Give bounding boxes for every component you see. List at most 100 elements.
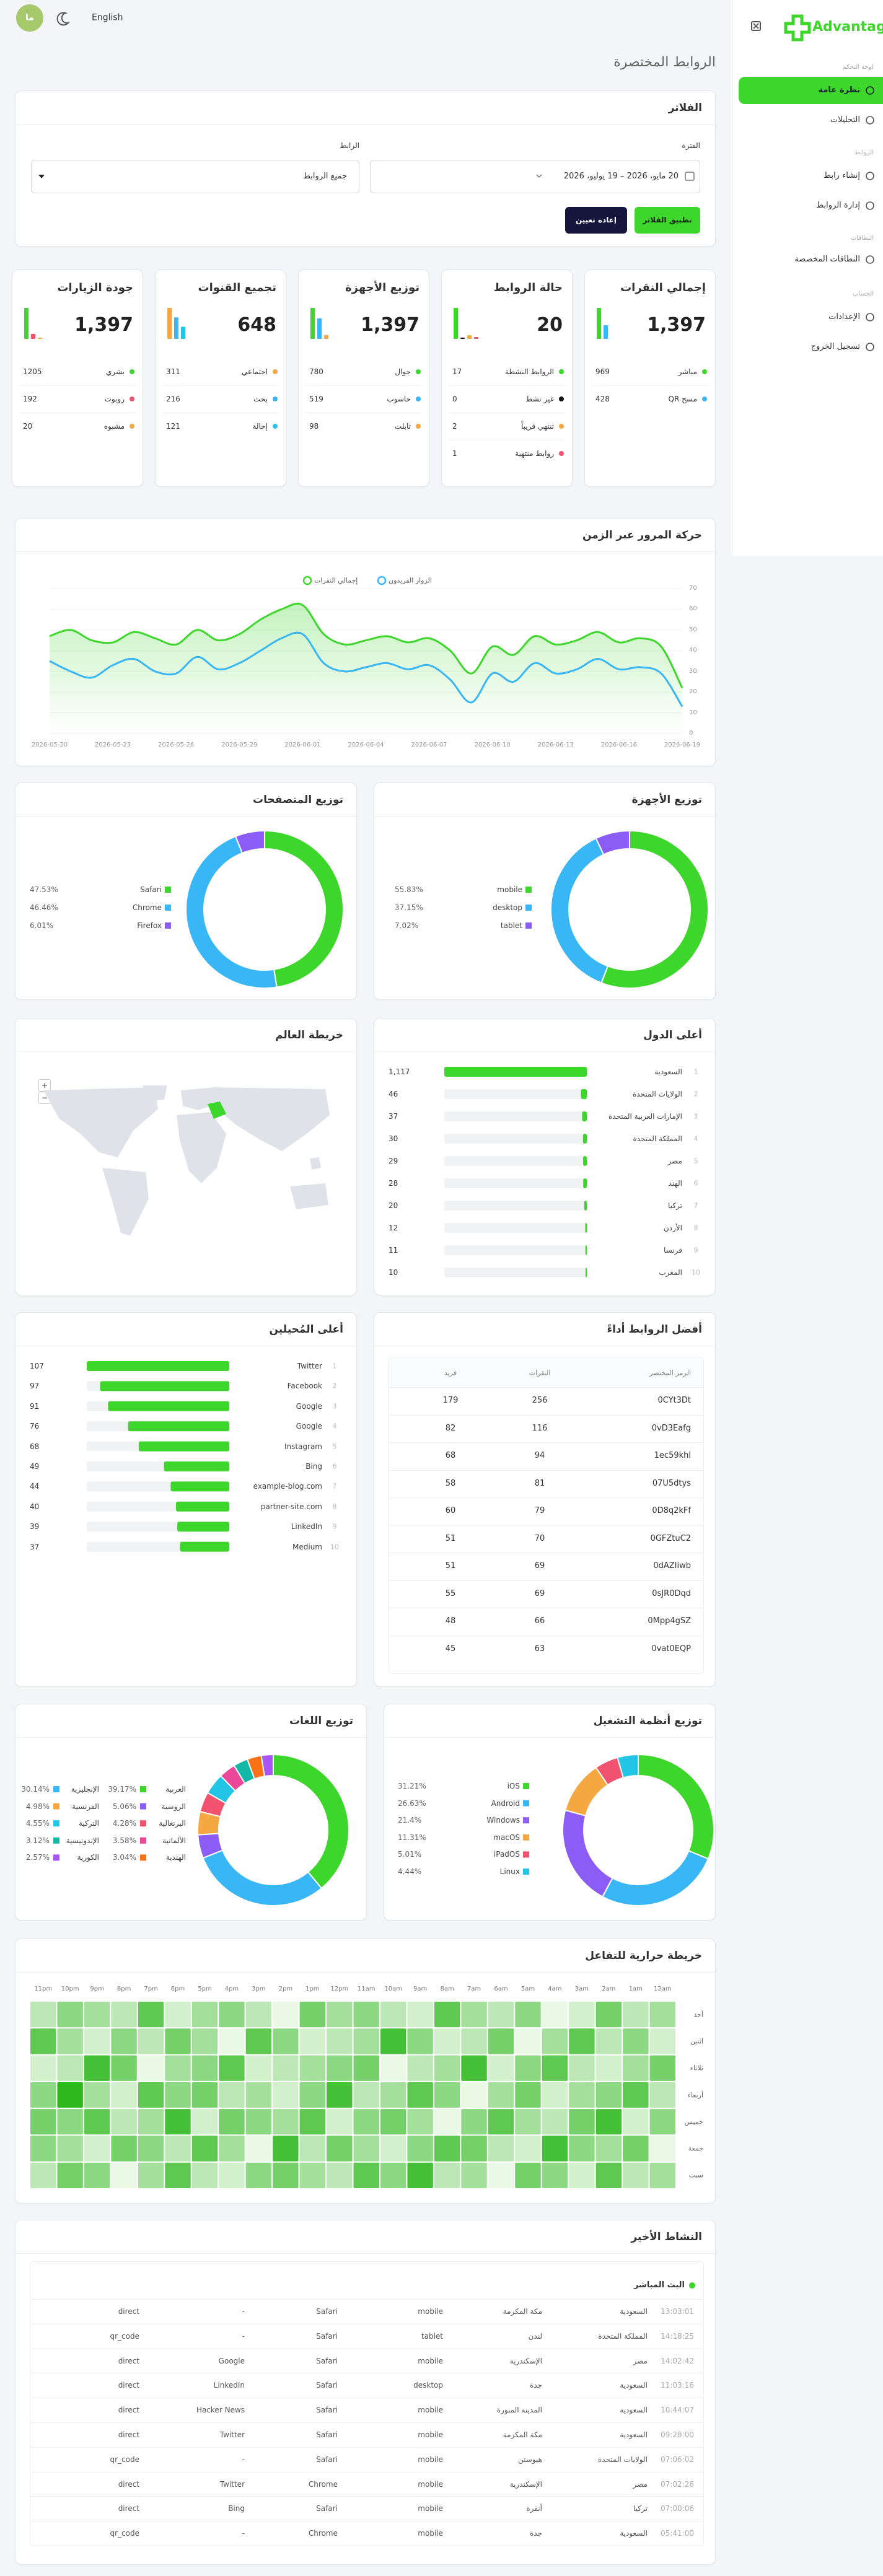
card-title: توزيع الأجهزة (631, 793, 702, 806)
row-divider (162, 385, 279, 386)
legend-value: 30.14% (21, 1784, 50, 1794)
nav-item[interactable]: التحليلات (830, 115, 860, 125)
avatar-initials: ما (25, 12, 34, 23)
card-divider (384, 1737, 716, 1738)
bar-value: 11 (389, 1245, 398, 1255)
legend-label: الفرنسية (72, 1802, 99, 1811)
rank: 10 (330, 1543, 339, 1551)
legend-label: العربية (165, 1784, 186, 1794)
stat-item-label: مشبوه (103, 421, 125, 431)
activity-cell: الإسكندرية (509, 2356, 542, 2365)
apply-button[interactable] (635, 207, 700, 234)
table-header-cell: النقرات (529, 1369, 551, 1377)
bar-label: المملكة المتحدة (633, 1134, 682, 1143)
legend-value: 2.57% (25, 1853, 50, 1862)
stat-item-value: 121 (166, 421, 180, 431)
stat-card (441, 269, 573, 487)
row-divider (30, 2496, 703, 2497)
stat-item-value: 20 (23, 421, 33, 431)
card-title: أعلى المُحيلين (269, 1323, 343, 1336)
y-tick-label: 40 (689, 647, 697, 654)
nav-item[interactable]: إدارة الروابط (816, 201, 860, 211)
legend-label: Chrome (132, 903, 162, 912)
table-cell: 256 (532, 1396, 548, 1406)
hour-label: 9am (413, 1986, 428, 1992)
bar-value: 107 (30, 1361, 44, 1370)
legend-label: Windows (486, 1815, 520, 1825)
legend-label: الهندية (165, 1853, 186, 1862)
stat-item-label: بحث (253, 394, 268, 403)
reset-label[interactable]: إعادة تعيين (575, 215, 617, 224)
activity-cell: 11:03:16 (661, 2381, 694, 2390)
table-cell: 116 (532, 1423, 548, 1433)
activity-cell: mobile (418, 2405, 443, 2414)
hour-label: 5pm (198, 1986, 212, 1992)
legend-value: 7.02% (395, 921, 419, 930)
bar-label: partner-site.com (260, 1502, 322, 1511)
y-tick-label: 50 (689, 626, 697, 633)
language-switch[interactable]: English (92, 12, 123, 23)
activity-cell: 14:02:42 (661, 2356, 694, 2365)
legend-label: Safari (140, 885, 162, 894)
bar-label: السعودية (654, 1067, 682, 1076)
rank: 7 (332, 1482, 337, 1491)
stat-title: إجمالي النقرات (620, 281, 706, 295)
table-cell: 1ec59khl (654, 1451, 691, 1461)
date-input[interactable] (370, 160, 700, 193)
nav-item[interactable]: إنشاء رابط (824, 171, 860, 181)
y-tick-label: 60 (689, 605, 697, 613)
stat-card (155, 269, 286, 487)
zoom-in-label[interactable]: + (41, 1080, 48, 1090)
rank: 5 (332, 1442, 337, 1450)
legend-value: 39.17% (108, 1784, 136, 1794)
bar-label: الإمارات العربية المتحدة (608, 1111, 682, 1121)
bar-label: تركيا (668, 1201, 682, 1210)
legend-label: Android (491, 1798, 520, 1808)
x-tick-label: 2026-06-07 (411, 742, 447, 748)
stat-item-value: 17 (452, 367, 462, 376)
table-cell: 60 (445, 1506, 456, 1516)
stat-total: 1,397 (647, 314, 706, 336)
bar-label: example-blog.com (253, 1482, 322, 1491)
stat-item-label: غير نشط (525, 394, 554, 403)
bar-label: Google (296, 1401, 322, 1411)
activity-cell: Chrome (308, 2479, 338, 2489)
link-select[interactable] (31, 160, 359, 193)
avatar[interactable] (16, 4, 43, 32)
activity-cell: جدة (529, 2528, 542, 2538)
table-cell: 45 (445, 1644, 456, 1654)
rank: 9 (693, 1246, 698, 1255)
bar-value: 29 (389, 1156, 398, 1165)
activity-cell: الولايات المتحدة (597, 2455, 648, 2464)
legend-value: 4.44% (398, 1867, 422, 1876)
x-tick-label: 2026-06-19 (664, 742, 701, 748)
table-cell: 0vD3Eafg (651, 1423, 691, 1433)
zoom-out-label[interactable]: − (41, 1093, 48, 1102)
nav-item[interactable]: النطاقات المخصصة (794, 255, 860, 265)
activity-cell: qr_code (110, 2455, 140, 2464)
activity-cell: السعودية (620, 2430, 648, 2439)
nav-item[interactable]: نظرة عامة (818, 85, 860, 95)
stat-title: جودة الزيارات (57, 281, 133, 295)
stat-item-value: 192 (23, 394, 37, 403)
activity-cell: السعودية (620, 2528, 648, 2538)
activity-cell: 09:28:00 (661, 2430, 694, 2439)
legend-value: 4.98% (25, 1802, 50, 1811)
reset-button[interactable] (565, 207, 627, 234)
legend-value: 21.4% (398, 1815, 422, 1825)
apply-label[interactable]: تطبيق الفلاتر (643, 215, 692, 224)
activity-cell: مصر (633, 2479, 648, 2489)
stat-title: حالة الروابط (493, 281, 563, 295)
activity-cell: direct (118, 2430, 139, 2439)
nav-item[interactable]: تسجيل الخروج (811, 342, 860, 352)
nav-item[interactable]: الإعدادات (828, 312, 860, 322)
bar-value: 37 (389, 1111, 398, 1121)
rank: 6 (332, 1462, 337, 1471)
table-cell: 0sJR0Dqd (652, 1588, 691, 1598)
stat-item-value: 780 (309, 367, 323, 376)
hour-label: 12am (653, 1986, 672, 1992)
activity-cell: Safari (316, 2455, 338, 2464)
nav-active[interactable] (739, 77, 883, 104)
card-title: الفلاتر (668, 101, 702, 114)
theme-icon[interactable] (56, 12, 70, 26)
